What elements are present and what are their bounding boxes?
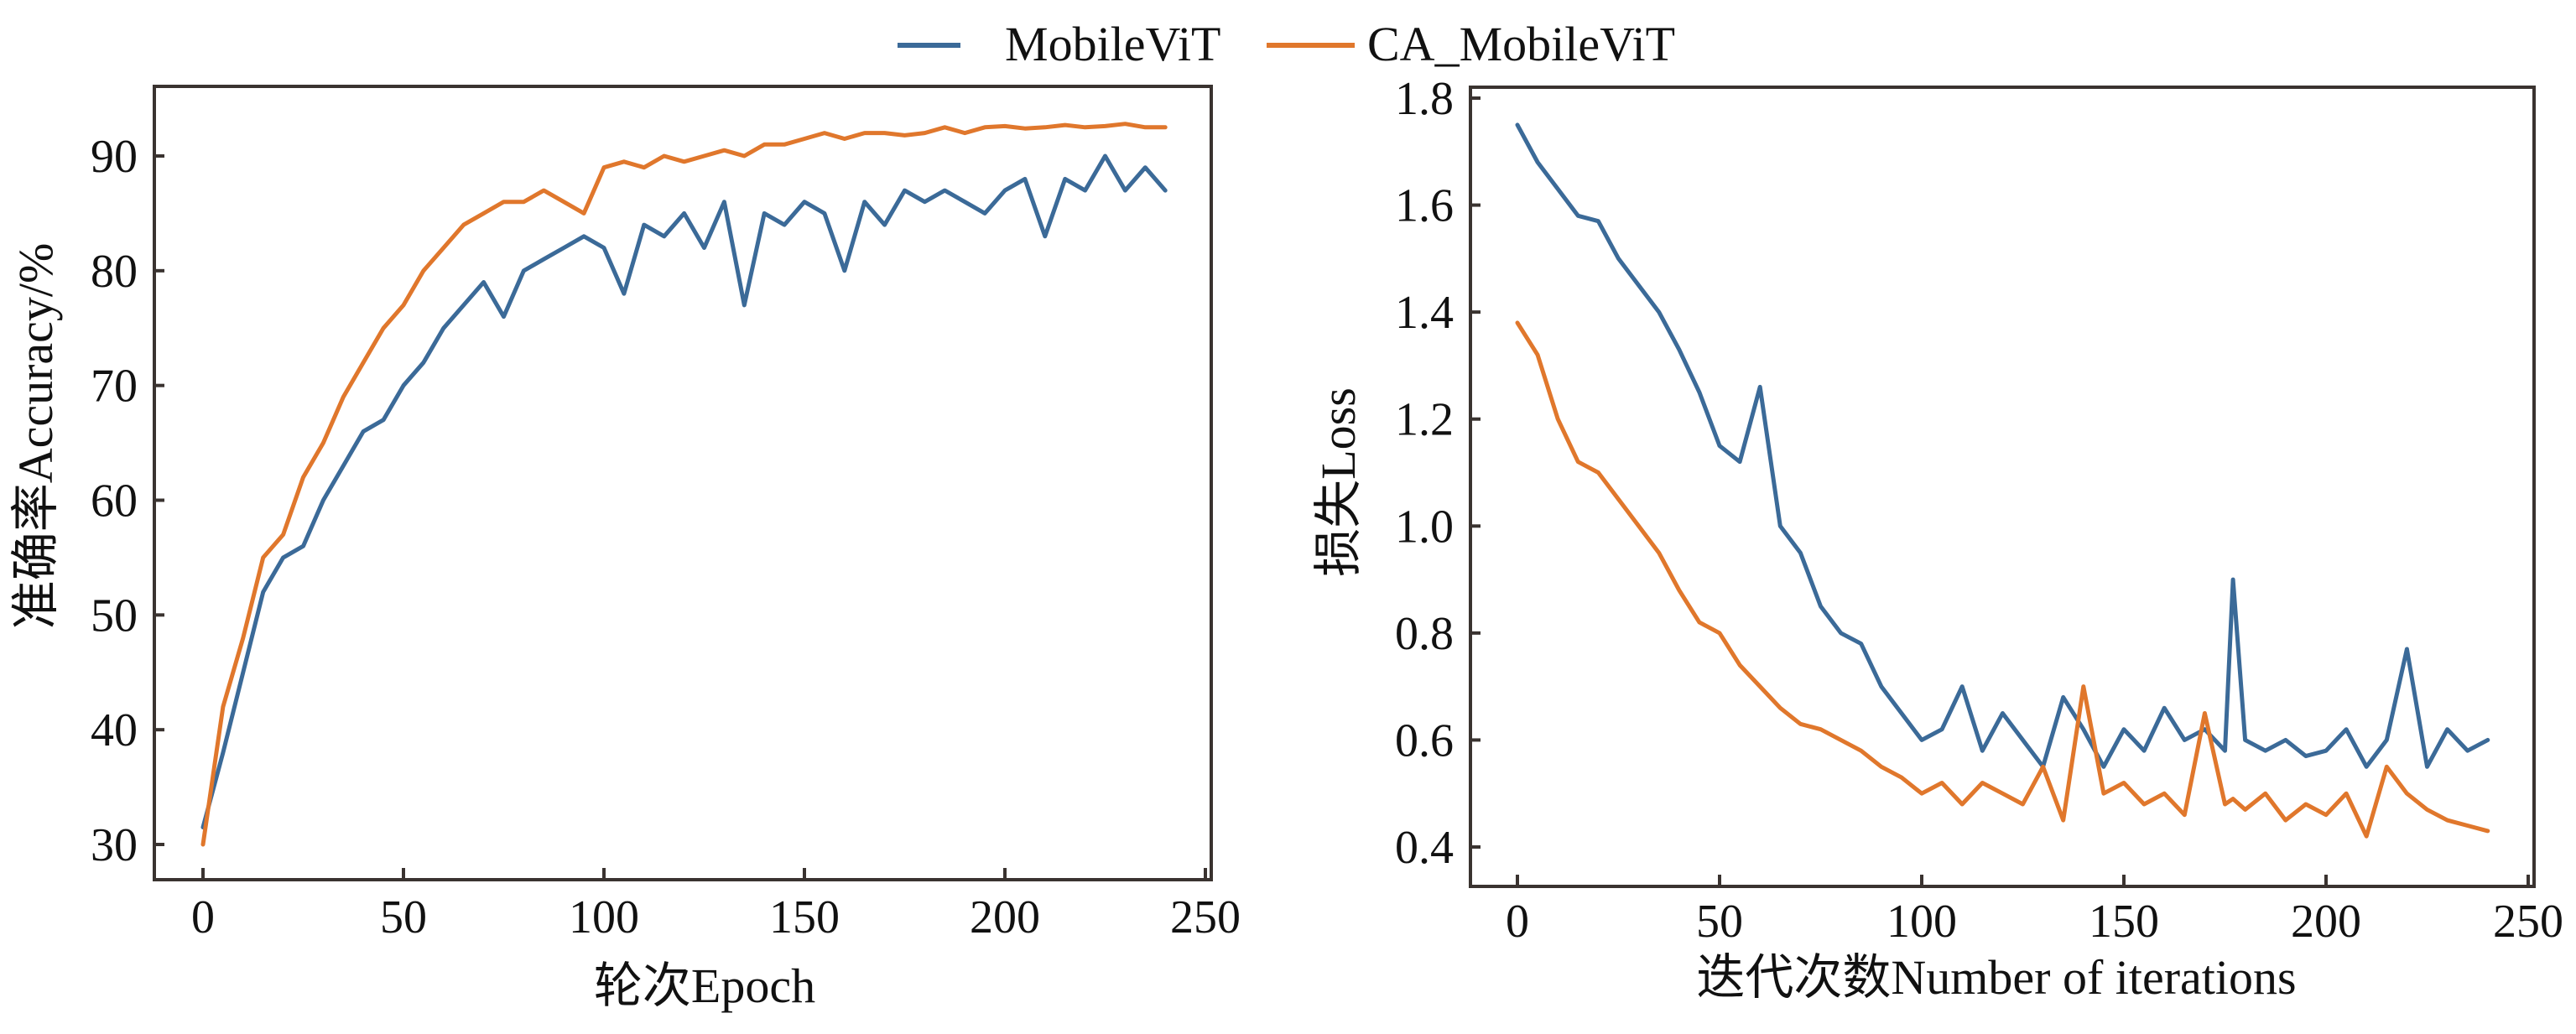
accuracy-y-tick-label: 60 — [91, 475, 138, 527]
accuracy-y-tick-label: 70 — [91, 361, 138, 413]
accuracy-chart: 30 40 50 60 70 80 90 0 50 100 150 200 250 轮次Epoch 准… — [8, 85, 1241, 1013]
accuracy-y-tick-label: 90 — [91, 131, 138, 183]
legend-label-ca-mobilevit: CA_MobileViT — [1367, 17, 1675, 71]
loss-x-tick-label: 0 — [1506, 896, 1529, 948]
legend-label-mobilevit: MobileViT — [1005, 17, 1221, 71]
loss-series-ca-mobilevit — [1515, 320, 2490, 839]
accuracy-y-tick-label: 50 — [91, 590, 138, 642]
accuracy-x-tick-label: 200 — [970, 891, 1040, 943]
loss-x-tick-label: 250 — [2493, 896, 2563, 948]
loss-x-tick-label: 150 — [2089, 896, 2159, 948]
accuracy-y-axis-label: 准确率Accuracy/% — [8, 243, 63, 630]
loss-chart: 0.4 0.6 0.8 1.0 1.2 1.4 1.6 1.8 0 50 100 150 200 250… — [1311, 73, 2563, 1005]
accuracy-y-tick-label: 40 — [91, 704, 138, 756]
accuracy-y-tick-label: 80 — [91, 246, 138, 298]
loss-series — [1515, 122, 2490, 839]
accuracy-plot-frame — [153, 85, 1213, 881]
loss-y-tick-label: 1.2 — [1395, 394, 1454, 446]
legend: MobileViT CA_MobileViT — [898, 17, 1675, 71]
loss-y-tick-label: 1.8 — [1395, 73, 1454, 125]
loss-x-axis-label: 迭代次数Number of iterations — [1696, 950, 2296, 1005]
loss-x-tick-label: 200 — [2291, 896, 2361, 948]
loss-y-tick-label: 1.6 — [1395, 180, 1454, 232]
loss-x-ticks: 0 50 100 150 200 250 — [1506, 875, 2563, 948]
loss-y-axis-label: 损失Loss — [1311, 387, 1366, 577]
accuracy-x-tick-label: 0 — [191, 891, 215, 943]
loss-x-tick-label: 100 — [1886, 896, 1957, 948]
loss-plot-frame — [1469, 86, 2536, 888]
accuracy-y-ticks: 30 40 50 60 70 80 90 — [91, 131, 164, 871]
accuracy-x-tick-label: 100 — [569, 891, 639, 943]
loss-y-tick-label: 0.6 — [1395, 714, 1454, 766]
accuracy-series — [200, 122, 1168, 847]
accuracy-series-ca-mobilevit — [200, 122, 1168, 847]
accuracy-x-ticks: 0 50 100 150 200 250 — [191, 868, 1241, 943]
accuracy-x-tick-label: 150 — [769, 891, 840, 943]
loss-series-mobilevit — [1515, 122, 2490, 769]
accuracy-series-mobilevit — [200, 153, 1168, 829]
accuracy-x-tick-label: 50 — [380, 891, 427, 943]
loss-y-tick-label: 0.8 — [1395, 608, 1454, 660]
loss-y-tick-label: 1.0 — [1395, 501, 1454, 553]
accuracy-y-tick-label: 30 — [91, 819, 138, 871]
accuracy-x-axis-label: 轮次Epoch — [594, 959, 815, 1013]
loss-y-ticks: 0.4 0.6 0.8 1.0 1.2 1.4 1.6 1.8 — [1395, 73, 1481, 874]
loss-y-tick-label: 1.4 — [1395, 287, 1454, 339]
loss-x-tick-label: 50 — [1696, 896, 1743, 948]
loss-y-tick-label: 0.4 — [1395, 822, 1454, 874]
accuracy-x-tick-label: 250 — [1170, 891, 1241, 943]
